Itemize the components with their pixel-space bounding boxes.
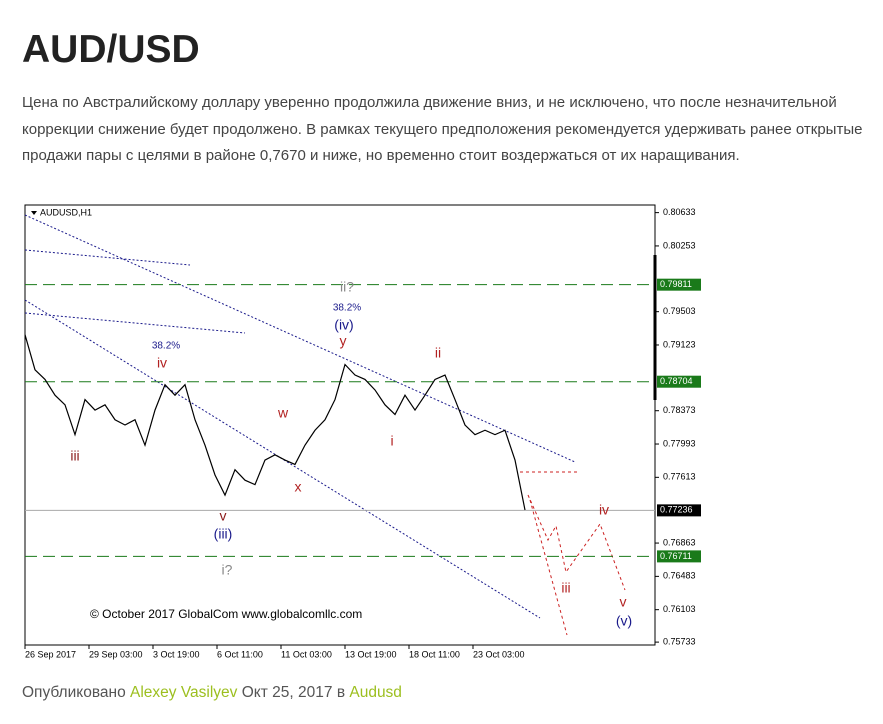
chart: AUDUSD,H1 © October 2017 GlobalCom www.g… xyxy=(24,204,701,659)
wave-label: v xyxy=(220,508,227,524)
author-link[interactable]: Alexey Vasilyev xyxy=(130,684,238,701)
x-tick-label: 11 Oct 03:00 xyxy=(281,649,332,659)
wave-label: (iv) xyxy=(334,317,353,333)
level-label: 0.76711 xyxy=(660,551,692,561)
x-tick-label: 29 Sep 03:00 xyxy=(89,649,143,659)
level-box xyxy=(657,375,701,388)
meta-prefix: Опубликовано xyxy=(22,684,126,701)
x-tick-label: 13 Oct 19:00 xyxy=(345,649,397,659)
x-tick-label: 23 Oct 03:00 xyxy=(473,649,525,659)
wave-label: ii xyxy=(435,345,441,361)
y-tick-label: 0.78373 xyxy=(663,405,696,415)
x-tick-label: 3 Oct 19:00 xyxy=(153,649,200,659)
wave-label: iv xyxy=(157,355,167,371)
meta-date: Окт 25, 2017 xyxy=(241,684,333,701)
trend-lines xyxy=(24,214,576,619)
wave-label: iii xyxy=(561,580,570,596)
y-tick-label: 0.79503 xyxy=(663,306,696,316)
y-tick-label: 0.80633 xyxy=(663,207,696,217)
wave-label: iv xyxy=(599,502,609,518)
projection xyxy=(520,471,626,636)
wave-label: y xyxy=(340,333,347,349)
wave-label: 38.2% xyxy=(333,303,361,314)
wave-label: i? xyxy=(222,562,233,578)
category-link[interactable]: Audusd xyxy=(349,684,402,701)
wave-label: iii xyxy=(70,448,79,464)
post-text: Цена по Австралийскому доллару уверенно … xyxy=(22,94,863,164)
copyright: © October 2017 GlobalCom www.globalcomll… xyxy=(90,607,362,621)
level-box xyxy=(657,504,701,517)
menu-icon xyxy=(31,211,37,215)
y-tick-label: 0.76483 xyxy=(663,571,696,581)
y-tick-label: 0.79123 xyxy=(663,339,696,349)
wave-label: i xyxy=(390,433,393,449)
wave-label: w xyxy=(277,405,289,421)
post-meta: Опубликовано Alexey Vasilyev Окт 25, 201… xyxy=(22,684,402,702)
price-line xyxy=(24,334,526,511)
wave-label: 38.2% xyxy=(152,341,180,352)
wave-label: (v) xyxy=(616,613,632,629)
level-box xyxy=(657,278,701,291)
meta-in: в xyxy=(336,684,346,701)
level-label: 0.79811 xyxy=(660,279,692,289)
x-tick-label: 18 Oct 11:00 xyxy=(409,649,460,659)
y-tick-label: 0.76863 xyxy=(663,537,696,547)
y-tick-label: 0.76103 xyxy=(663,604,696,614)
x-tick-label: 6 Oct 11:00 xyxy=(217,649,263,659)
y-tick-label: 0.77993 xyxy=(663,438,696,448)
wave-label: ii? xyxy=(340,279,354,295)
level-label: 0.77236 xyxy=(660,505,693,515)
post-title: AUD/USD xyxy=(22,28,200,71)
y-tick-label: 0.75733 xyxy=(663,636,696,646)
wave-label: (iii) xyxy=(214,526,233,542)
level-box xyxy=(657,550,701,563)
x-tick-label: 26 Sep 2017 xyxy=(25,649,76,659)
chart-title: AUDUSD,H1 xyxy=(40,207,92,217)
y-tick-label: 0.77613 xyxy=(663,472,696,482)
wave-label: v xyxy=(620,594,627,610)
level-label: 0.78704 xyxy=(660,376,693,386)
wave-label: x xyxy=(295,479,302,495)
y-tick-label: 0.80253 xyxy=(663,240,696,250)
